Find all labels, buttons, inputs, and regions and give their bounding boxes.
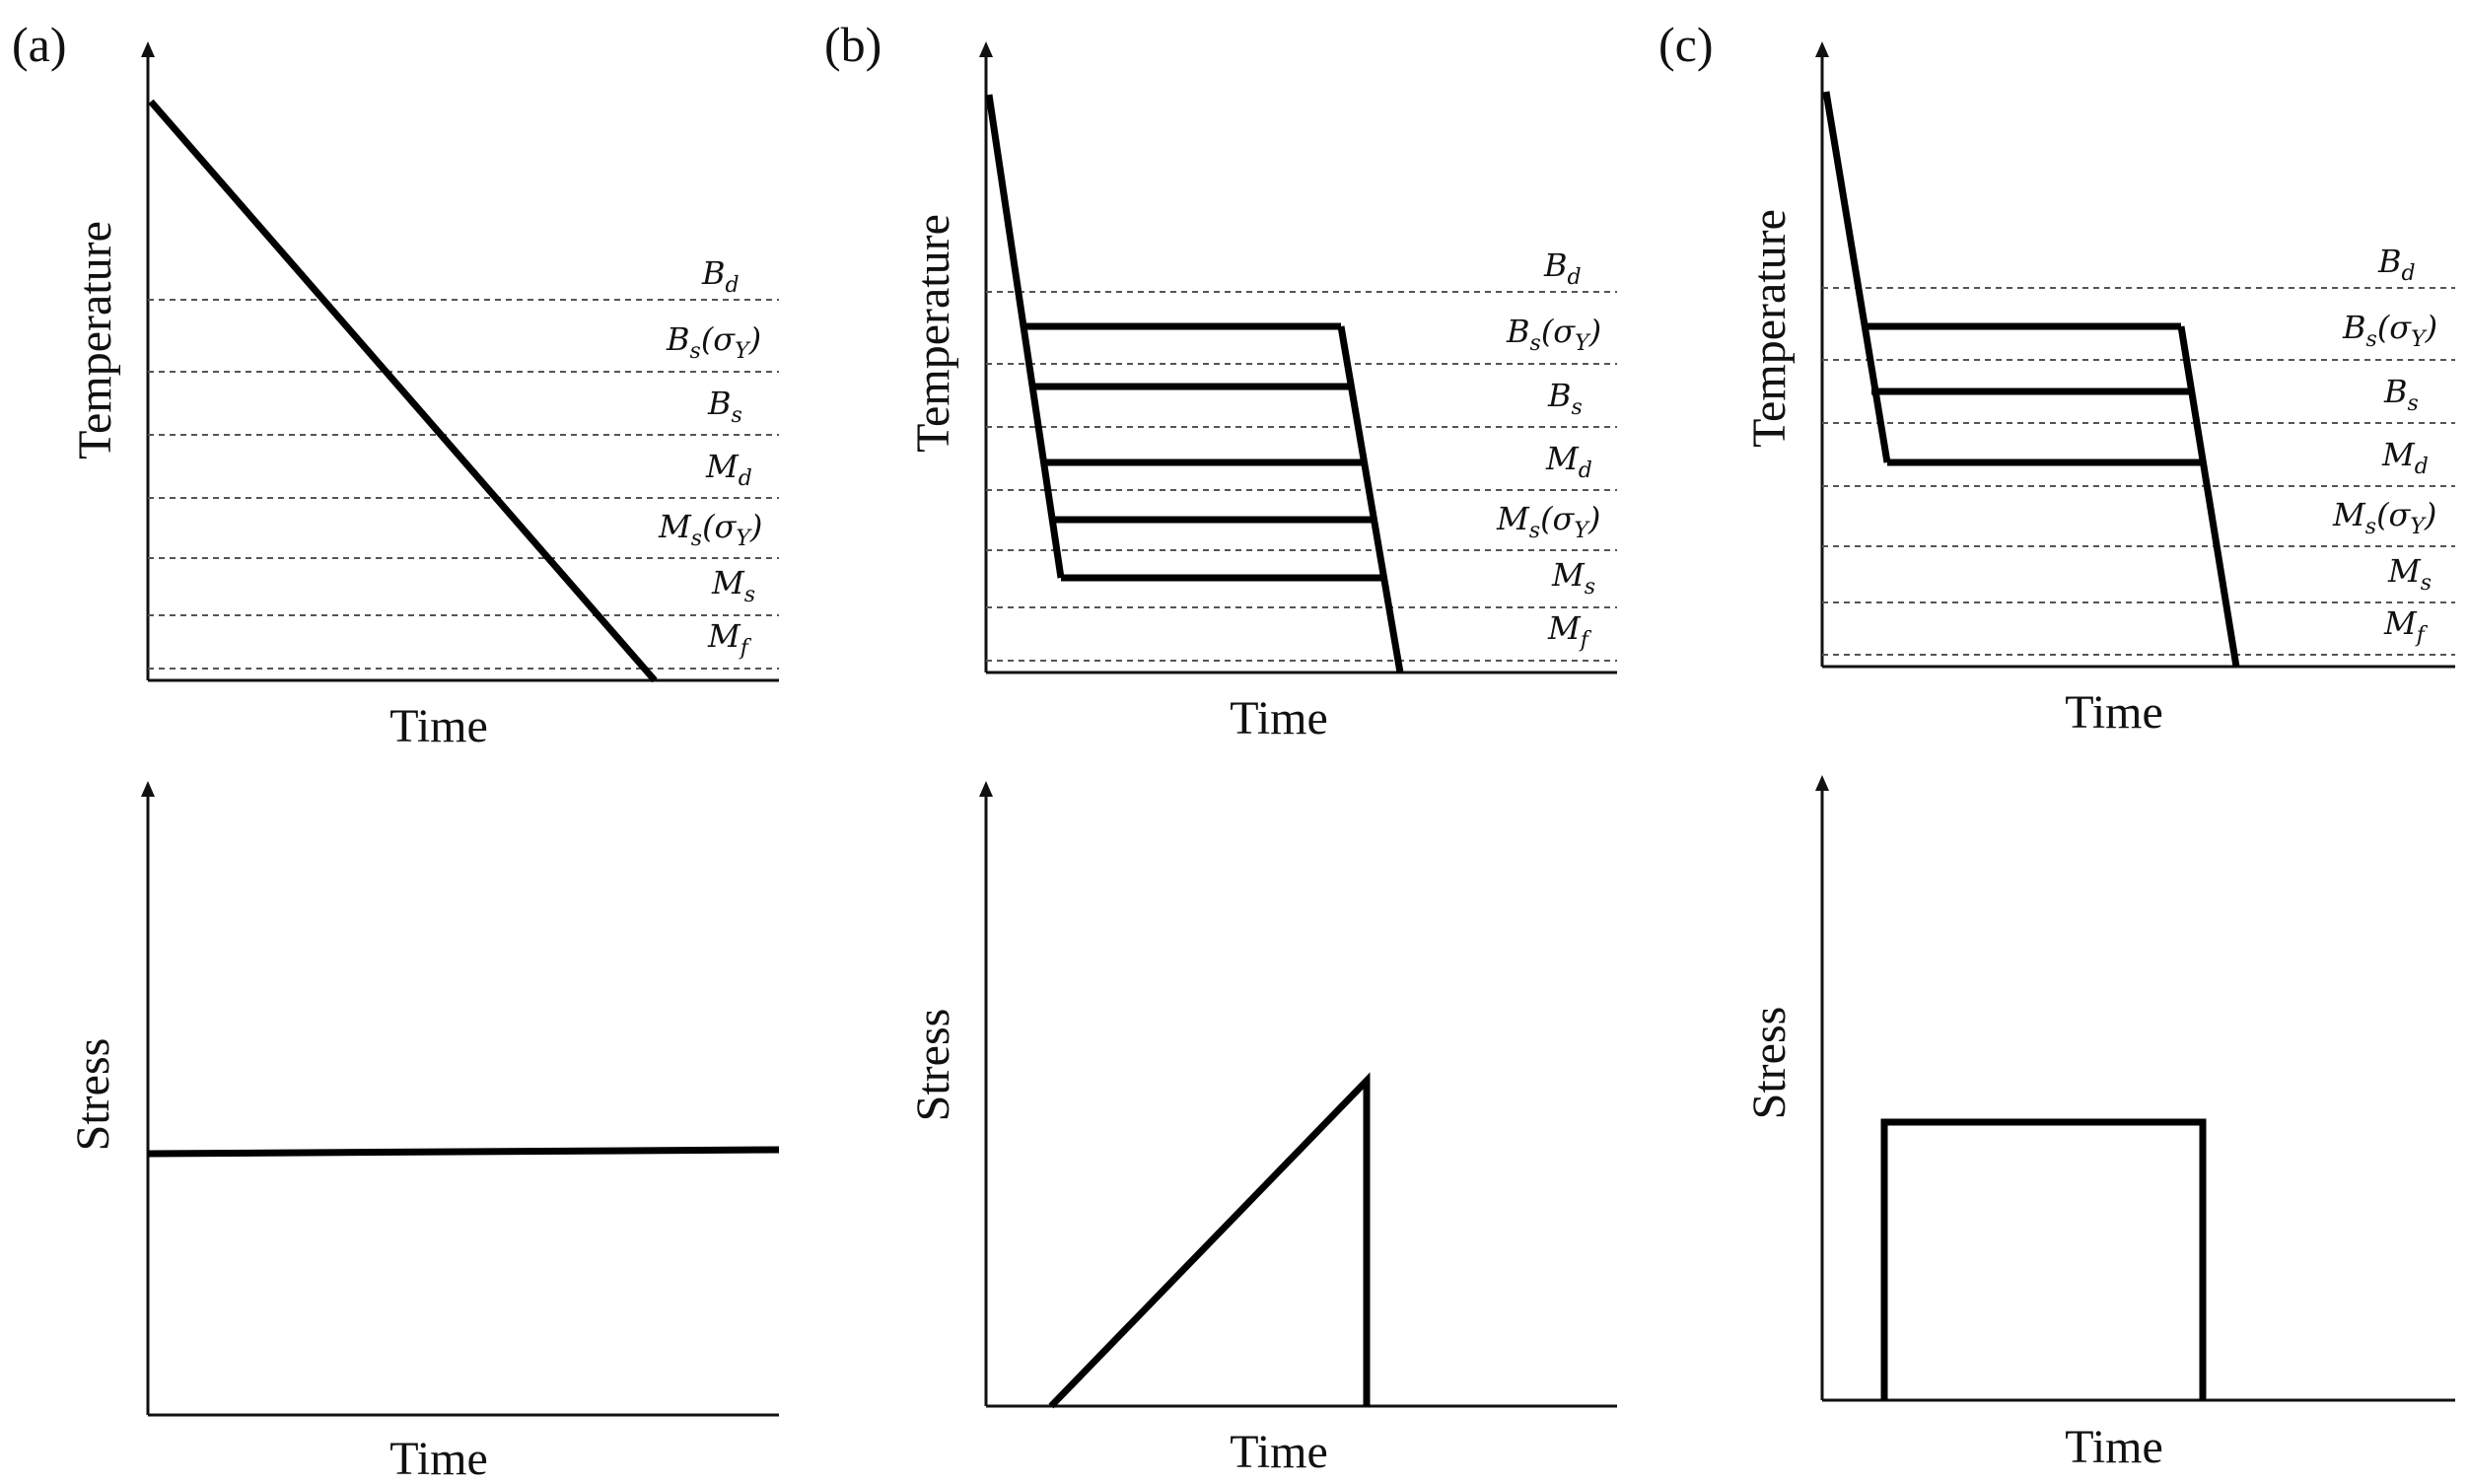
panel-c-temp-y-label: Temperature bbox=[1743, 209, 1796, 448]
panel-b-cooling-right-curve bbox=[1337, 325, 1404, 673]
level-label-bs-sigma: Bs(σY) bbox=[1506, 313, 1601, 356]
panel-a-temp-x-label: Time bbox=[389, 700, 488, 752]
panel-b-temperature-chart: Bd Bs(σY) Bs Md Ms(σY) Ms Mf Temperature… bbox=[907, 41, 1617, 744]
level-label-mf: Mf bbox=[707, 617, 752, 661]
panel-a-letter: (a) bbox=[12, 17, 67, 72]
panel-b-stress-y-arrow-icon bbox=[979, 781, 993, 797]
panel-c-cooling-left-curve bbox=[1822, 91, 1891, 463]
level-label-bs-sigma: Bs(σY) bbox=[2342, 309, 2437, 352]
panel-c-stress-x-label: Time bbox=[2065, 1421, 2163, 1473]
panel-a-stress-chart: Stress Time bbox=[67, 781, 780, 1484]
level-label-md: Md bbox=[2381, 436, 2429, 479]
panel-a-temperature-chart: Bd Bs(σY) Bs Md Ms(σY) Ms Mf Temperature… bbox=[69, 41, 779, 752]
panel-a-temp-y-arrow-icon bbox=[141, 41, 155, 57]
panel-c-temp-x-label: Time bbox=[2065, 686, 2163, 739]
panel-b-temp-y-arrow-icon bbox=[979, 41, 993, 57]
panel-b-letter: (b) bbox=[824, 17, 881, 72]
panel-a-temp-y-label: Temperature bbox=[69, 221, 121, 459]
level-label-bs: Bs bbox=[1547, 377, 1583, 420]
panel-b-stress-chart: Stress Time bbox=[907, 781, 1617, 1478]
level-label-ms-sigma: Ms(σY) bbox=[2332, 496, 2436, 539]
level-label-bd: Bd bbox=[2377, 243, 2416, 286]
panel-b-stress-curve bbox=[1048, 1072, 1371, 1409]
panel-b-temp-x-label: Time bbox=[1230, 692, 1328, 744]
panel-b-stress-y-label: Stress bbox=[907, 1009, 959, 1122]
level-label-mf: Mf bbox=[1547, 609, 1592, 653]
panel-a-stress-y-arrow-icon bbox=[141, 781, 155, 797]
level-label-bs: Bs bbox=[707, 385, 742, 428]
panel-b-temp-y-label: Temperature bbox=[907, 214, 959, 453]
level-label-md: Md bbox=[705, 448, 752, 491]
level-label-ms: Ms bbox=[2387, 552, 2432, 596]
panel-b-cooling-left-curve bbox=[985, 94, 1065, 579]
panel-c-stress-y-label: Stress bbox=[1743, 1007, 1796, 1120]
panel-a-stress-curve bbox=[147, 1146, 780, 1158]
level-label-ms: Ms bbox=[711, 564, 755, 607]
panel-b: (b) Bd Bs(σY) Bs Md Ms(σY) Ms Mf bbox=[824, 17, 1617, 1478]
panel-c-temperature-chart: Bd Bs(σY) Bs Md Ms(σY) Ms Mf Temperature… bbox=[1743, 41, 2455, 739]
level-label-mf: Mf bbox=[2383, 604, 2429, 648]
level-label-ms-sigma: Ms(σY) bbox=[658, 508, 762, 551]
level-label-ms-sigma: Ms(σY) bbox=[1496, 500, 1600, 543]
level-label-bs: Bs bbox=[2383, 373, 2419, 416]
panel-c-stress-curve bbox=[1880, 1118, 2207, 1400]
panel-a-stress-x-label: Time bbox=[389, 1433, 488, 1484]
panel-a-cooling-curve bbox=[148, 99, 658, 683]
panel-c-stress-chart: Stress Time bbox=[1743, 775, 2455, 1473]
panel-c-letter: (c) bbox=[1658, 17, 1714, 72]
panel-c: (c) Bd Bs(σY) Bs Md Ms(σY) Ms Mf Temp bbox=[1658, 17, 2455, 1473]
panel-c-cooling-right-curve bbox=[2177, 325, 2240, 668]
panel-c-temp-y-arrow-icon bbox=[1815, 41, 1829, 57]
level-label-bd: Bd bbox=[701, 254, 740, 298]
level-label-md: Md bbox=[1545, 440, 1592, 483]
panel-b-stress-x-label: Time bbox=[1230, 1426, 1328, 1478]
panel-a-stress-y-label: Stress bbox=[67, 1038, 119, 1152]
panel-c-stress-y-arrow-icon bbox=[1815, 775, 1829, 791]
level-label-bd: Bd bbox=[1543, 247, 1582, 290]
level-label-ms: Ms bbox=[1551, 556, 1595, 600]
panel-a: (a) Bd Bs(σY) Bs Md Ms(σY) Ms Mf Tempera… bbox=[12, 17, 780, 1484]
level-label-bs-sigma: Bs(σY) bbox=[666, 320, 761, 364]
